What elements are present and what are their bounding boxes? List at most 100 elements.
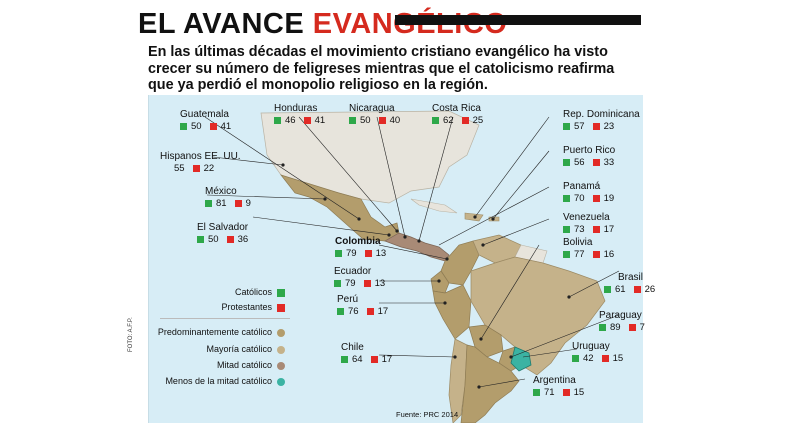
catolicos-value: 42 — [583, 353, 594, 364]
protestantes-swatch — [277, 303, 285, 312]
country-name: El Salvador — [197, 222, 249, 233]
lead-paragraph: En las últimas décadas el movimiento cri… — [148, 44, 615, 93]
label-peru: Perú 76 17 — [337, 294, 388, 318]
country-name: Perú — [337, 294, 359, 305]
label-el-salvador: El Salvador 50 36 — [197, 222, 248, 246]
protestantes-value: 13 — [374, 278, 386, 289]
protestantes-value: 15 — [612, 353, 624, 364]
cuba-shape — [410, 198, 458, 214]
country-name: Panamá — [563, 181, 601, 192]
label-paraguay: Paraguay 89 7 — [599, 310, 645, 334]
catolicos-value: 73 — [574, 224, 585, 235]
catolicos-value: 81 — [216, 198, 227, 209]
country-name: Bolivia — [563, 237, 593, 248]
country-name: Nicaragua — [349, 103, 395, 114]
country-name: Venezuela — [563, 212, 610, 223]
country-name: Costa Rica — [432, 103, 481, 114]
catolicos-value: 55 — [174, 163, 185, 174]
title-main: EL AVANCE — [138, 8, 305, 40]
photo-credit: FOTO: A.F.P. — [128, 317, 134, 352]
protestantes-value: 9 — [245, 198, 251, 209]
central-america-shape — [384, 232, 450, 262]
legend-mitad: Mitad católico — [217, 360, 285, 370]
protestantes-value: 40 — [389, 115, 401, 126]
legend-menos-mitad: Menos de la mitad católico — [165, 376, 285, 386]
legend-divider — [160, 318, 290, 319]
catolicos-value: 79 — [346, 248, 357, 259]
label-bolivia: Bolivia 77 16 — [563, 237, 614, 261]
label-ecuador: Ecuador 79 13 — [334, 266, 385, 290]
protestantes-value: 23 — [603, 121, 615, 132]
label-panama: Panamá 70 19 — [563, 181, 614, 205]
protestantes-value: 17 — [377, 306, 389, 317]
argentina-shape — [460, 344, 520, 423]
protestantes-value: 33 — [603, 157, 615, 168]
country-name: Puerto Rico — [563, 145, 616, 156]
protestantes-value: 22 — [203, 163, 215, 174]
catolicos-swatch — [180, 122, 187, 130]
label-honduras: Honduras 46 41 — [274, 103, 325, 127]
catolicos-swatch — [277, 288, 285, 297]
catolicos-value: 50 — [208, 234, 219, 245]
protestantes-value: 17 — [381, 354, 393, 365]
protestantes-value: 13 — [375, 248, 387, 259]
americas-map — [204, 110, 620, 423]
catolicos-value: 50 — [360, 115, 371, 126]
label-argentina: Argentina 71 15 — [533, 375, 584, 399]
protestantes-value: 7 — [639, 322, 645, 333]
catolicos-value: 76 — [348, 306, 359, 317]
catolicos-value: 50 — [191, 121, 202, 132]
catolicos-value: 89 — [610, 322, 621, 333]
menos-mitad-dot — [277, 377, 285, 386]
country-name: Rep. Dominicana — [563, 109, 640, 120]
catolicos-value: 64 — [352, 354, 363, 365]
mitad-dot — [277, 361, 285, 370]
legend-catolicos: Católicos — [235, 287, 285, 297]
catolicos-value: 62 — [443, 115, 454, 126]
label-nicaragua: Nicaragua 50 40 — [349, 103, 400, 127]
country-name: México — [205, 186, 237, 197]
legend-mayoria: Mayoría católico — [206, 344, 285, 354]
country-name: Chile — [341, 342, 364, 353]
country-name: Hispanos EE. UU. — [160, 151, 241, 162]
legend-predominante: Predominantemente católico — [158, 327, 285, 337]
catolicos-value: 56 — [574, 157, 585, 168]
catolicos-value: 46 — [285, 115, 296, 126]
title-rule — [395, 15, 641, 25]
protestantes-value: 36 — [237, 234, 249, 245]
protestantes-swatch — [209, 122, 217, 130]
label-mexico: México 81 9 — [205, 186, 251, 210]
mayoria-dot — [277, 345, 285, 354]
protestantes-value: 41 — [314, 115, 326, 126]
label-hispanos-eeuu: Hispanos EE. UU. 55 22 — [160, 151, 241, 175]
label-guatemala: Guatemala 50 41 — [180, 109, 231, 133]
country-name: Paraguay — [599, 310, 642, 321]
protestantes-value: 17 — [603, 224, 615, 235]
label-costa-rica: Costa Rica 62 25 — [432, 103, 483, 127]
catolicos-value: 61 — [615, 284, 626, 295]
protestantes-value: 26 — [644, 284, 656, 295]
protestantes-value: 16 — [603, 249, 615, 260]
source-note: Fuente: PRC 2014 — [396, 410, 459, 419]
country-name: Guatemala — [180, 109, 229, 120]
country-name: Ecuador — [334, 266, 372, 277]
label-puerto-rico: Puerto Rico 56 33 — [563, 145, 615, 169]
label-colombia: Colombia 79 13 — [335, 236, 386, 260]
label-chile: Chile 64 17 — [341, 342, 392, 366]
catolicos-value: 57 — [574, 121, 585, 132]
catolicos-value: 71 — [544, 387, 555, 398]
protestantes-value: 19 — [603, 193, 615, 204]
country-name: Colombia — [335, 236, 381, 247]
label-rep-dominicana: Rep. Dominicana 57 23 — [563, 109, 640, 133]
catolicos-value: 79 — [345, 278, 356, 289]
catolicos-value: 70 — [574, 193, 585, 204]
label-venezuela: Venezuela 73 17 — [563, 212, 614, 236]
leader-lines — [204, 116, 620, 388]
protestantes-value: 15 — [573, 387, 585, 398]
country-name: Uruguay — [572, 341, 610, 352]
predominante-dot — [277, 328, 285, 337]
catolicos-value: 77 — [574, 249, 585, 260]
country-name: Argentina — [533, 375, 576, 386]
label-brasil: Brasil 61 26 — [604, 272, 656, 296]
country-dots — [281, 163, 571, 389]
